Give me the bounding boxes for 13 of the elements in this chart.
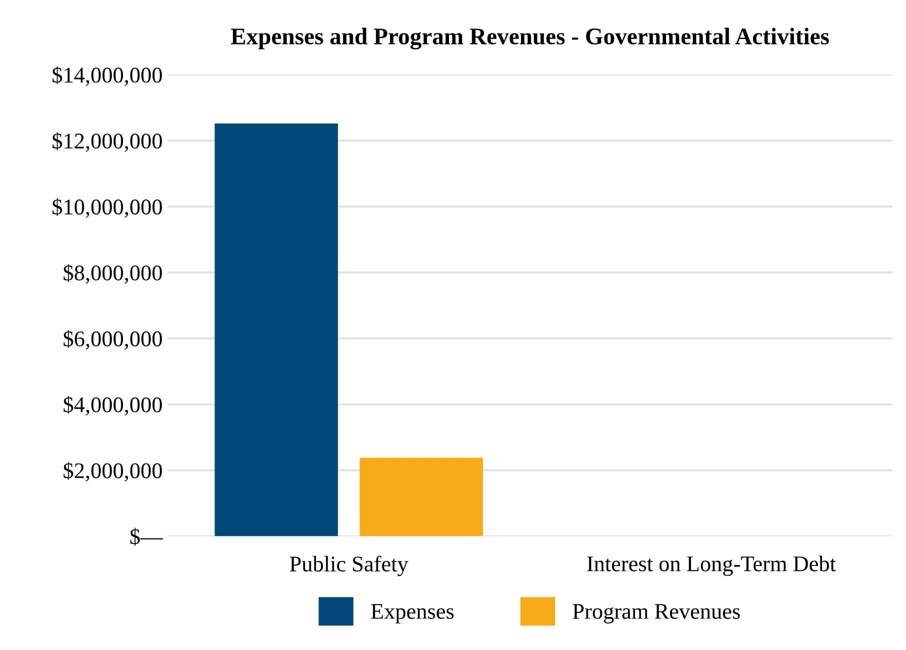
chart-title: Expenses and Program Revenues - Governmental Activities [230, 28, 829, 50]
y-tick-label: $10,000,000 [52, 198, 162, 218]
y-tick-label: $— [130, 528, 163, 546]
x-tick-label: Public Safety [290, 556, 408, 576]
y-tick-label: $4,000,000 [64, 396, 162, 416]
y-tick-label: $12,000,000 [52, 132, 162, 152]
y-tick-label: $8,000,000 [64, 264, 162, 284]
legend-label: Program Revenues [572, 604, 740, 624]
y-tick-label: $14,000,000 [52, 66, 162, 86]
y-tick-label: $6,000,000 [64, 330, 162, 350]
x-tick-label: Interest on Long-Term Debt [587, 556, 836, 576]
legend-label: Expenses [371, 604, 454, 624]
y-tick-label: $2,000,000 [64, 462, 162, 482]
